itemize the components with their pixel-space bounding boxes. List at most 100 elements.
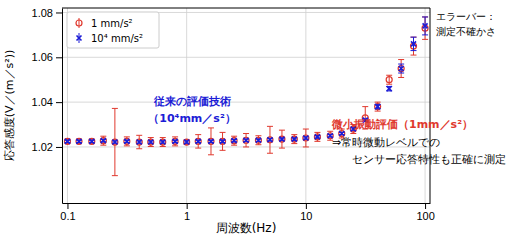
- marker: [76, 138, 82, 144]
- marker: [136, 139, 142, 145]
- marker: [279, 137, 284, 142]
- marker: [100, 138, 106, 144]
- legend-label: 1 mm/s²: [91, 18, 133, 29]
- plot: 0.11101001.021.041.061.08: [32, 7, 435, 222]
- error-bar: [64, 139, 70, 143]
- marker: [303, 135, 309, 141]
- y-tick: 1.08: [32, 7, 62, 19]
- error-bar: [314, 132, 320, 141]
- error-bar: [136, 135, 142, 148]
- y-tick: 1.02: [32, 141, 62, 153]
- frame: [430, 8, 431, 203]
- marks: [64, 17, 428, 176]
- marker: [375, 104, 381, 110]
- y-axis-title: 応答感度(V／(m／s²)): [3, 50, 16, 162]
- error-bar: [386, 75, 392, 84]
- marker: [196, 139, 201, 144]
- marker: [314, 134, 320, 140]
- marker: [184, 140, 189, 145]
- marker: [208, 139, 213, 144]
- marker: [112, 139, 118, 145]
- x-tick-mark: [67, 203, 68, 209]
- marker: [411, 41, 416, 46]
- error-bar: [398, 64, 404, 73]
- error-bar: [172, 137, 178, 146]
- error-bar: [291, 135, 297, 144]
- error-bar: [375, 104, 381, 108]
- marker: [124, 139, 129, 144]
- marker: [173, 139, 178, 144]
- marker: [279, 136, 285, 142]
- marker: [291, 136, 297, 142]
- marker: [256, 138, 261, 143]
- marker: [386, 77, 392, 83]
- error-bar: [124, 137, 130, 146]
- annotation: 微小振動評価（1mm／s²）: [331, 118, 473, 131]
- x-axis-line: [63, 203, 431, 204]
- marker: [220, 139, 225, 144]
- error-bar: [422, 17, 428, 39]
- x-tick-label: 0.1: [60, 210, 75, 222]
- marker: [255, 137, 261, 143]
- plot-background: [62, 8, 430, 203]
- error-bar: [279, 130, 285, 148]
- y-axis: 1.02 1.04 1.06 1.08: [32, 7, 63, 204]
- marker: [315, 134, 320, 139]
- marker: [387, 86, 392, 91]
- marker: [160, 139, 166, 145]
- y-tick-mark: [56, 12, 62, 13]
- annotation: （10⁴mm／s²）: [148, 112, 235, 125]
- error-bar: [267, 126, 273, 153]
- annotation: 従来の評価技術: [153, 95, 231, 108]
- error-bar: [100, 136, 106, 145]
- annotation: ⇒常時微動レベルでの: [332, 136, 440, 149]
- x-tick-mark: [306, 203, 307, 209]
- marker: [65, 139, 70, 144]
- x-tick-mark: [425, 203, 426, 209]
- error-bar: [243, 134, 249, 147]
- error-bar: [112, 108, 118, 175]
- x-tick-label: 100: [416, 210, 434, 222]
- error-bar: [422, 17, 428, 35]
- error-bar: [411, 37, 417, 55]
- annotation: センサー応答特性も正確に測定: [352, 153, 506, 166]
- error-bar: [220, 132, 226, 150]
- error-bar: [89, 139, 95, 143]
- legend-errorbar: [79, 18, 80, 28]
- marker: [267, 137, 272, 142]
- error-bar: [160, 138, 166, 147]
- y-tick-mark: [56, 102, 62, 103]
- grid-line-y: [62, 57, 430, 58]
- x-tick: 1: [184, 203, 190, 222]
- marker: [89, 139, 94, 144]
- legend-box: [67, 12, 159, 48]
- marker: [231, 138, 237, 144]
- error-bar: [375, 102, 381, 111]
- marker: [267, 137, 273, 143]
- marker: [208, 138, 214, 144]
- error-bar: [255, 136, 261, 145]
- y-tick: 1.04: [32, 96, 62, 108]
- y-tick-mark: [56, 147, 62, 148]
- marker: [243, 137, 249, 143]
- marker: [172, 138, 178, 144]
- y-axis-line: [62, 9, 63, 204]
- x-tick-label: 1: [184, 210, 190, 222]
- legend-errorbar: [79, 33, 80, 43]
- x-tick: 0.1: [60, 203, 75, 222]
- error-bar: [303, 129, 309, 147]
- marker: [64, 138, 70, 144]
- x-tick-mark: [187, 203, 188, 209]
- marker: [160, 140, 165, 145]
- y-tick-mark: [56, 57, 62, 58]
- error-bar: [411, 37, 417, 50]
- error-bar: [208, 128, 214, 155]
- marker: [184, 139, 190, 145]
- chart: 0.11101001.021.041.061.08周波数(Hz)応答感度(V／(…: [0, 0, 520, 236]
- annotation: エラーバー：: [436, 11, 496, 22]
- frame: [62, 8, 430, 9]
- marker: [292, 137, 297, 142]
- error-bar: [148, 138, 154, 147]
- y-tick-label: 1.06: [32, 51, 53, 63]
- marker: [244, 138, 249, 143]
